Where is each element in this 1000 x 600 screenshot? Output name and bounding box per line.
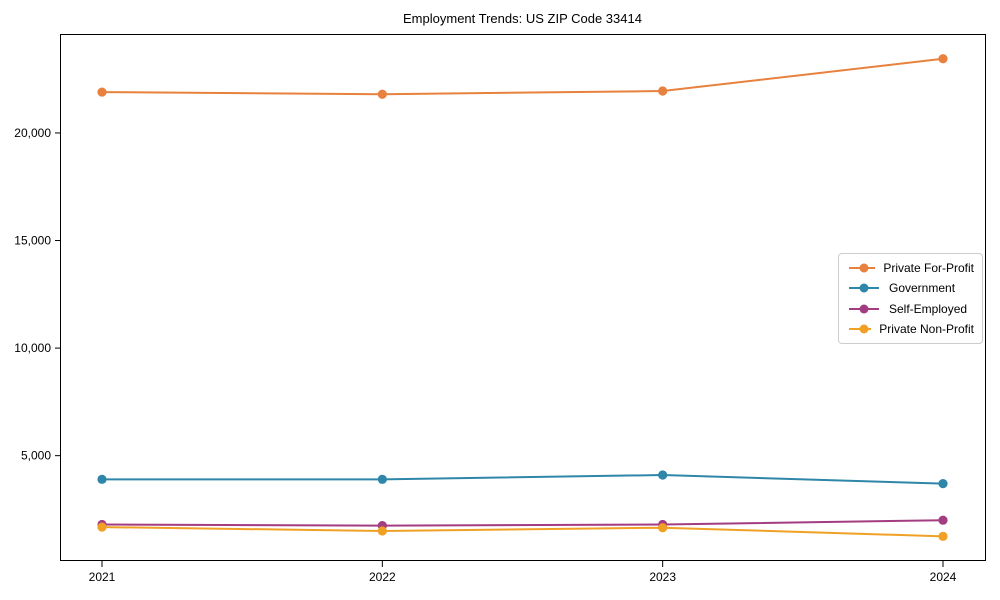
y-tick-label: 20,000 bbox=[14, 126, 51, 140]
y-tick-label: 5,000 bbox=[21, 449, 51, 463]
x-tick-label: 2024 bbox=[930, 570, 957, 584]
plot-border bbox=[60, 34, 986, 561]
y-tick-label: 10,000 bbox=[14, 341, 51, 355]
data-point-government bbox=[658, 470, 668, 480]
legend-marker-private-non-profit bbox=[849, 324, 872, 334]
legend-item-private-non-profit: Private Non-Profit bbox=[847, 320, 974, 338]
data-point-private-non-profit bbox=[97, 522, 107, 532]
series-line-self-employed bbox=[101, 519, 944, 527]
x-tick-label: 2022 bbox=[369, 570, 396, 584]
legend: Private For-Profit Government Self-Employe… bbox=[838, 253, 983, 344]
legend-marker-private-for-profit bbox=[849, 263, 876, 273]
data-point-private-for-profit bbox=[377, 89, 387, 99]
series-line-government bbox=[102, 474, 944, 485]
chart-title: Employment Trends: US ZIP Code 33414 bbox=[403, 11, 642, 26]
data-point-self-employed bbox=[938, 515, 948, 525]
x-tick-label: 2023 bbox=[649, 570, 676, 584]
data-point-government bbox=[97, 474, 107, 484]
legend-marker-self-employed bbox=[849, 304, 879, 314]
data-point-private-non-profit bbox=[938, 531, 948, 541]
series-line-private-for-profit bbox=[101, 57, 944, 96]
legend-label-private-non-profit: Private Non-Profit bbox=[879, 321, 974, 336]
legend-label-government: Government bbox=[889, 281, 956, 296]
y-tick-label: 15,000 bbox=[14, 234, 51, 248]
data-point-private-for-profit bbox=[658, 86, 668, 96]
x-tick-label: 2021 bbox=[89, 570, 116, 584]
legend-item-government: Government bbox=[847, 279, 974, 297]
legend-marker-government bbox=[849, 283, 879, 293]
data-point-private-for-profit bbox=[97, 87, 107, 97]
legend-label-private-for-profit: Private For-Profit bbox=[883, 261, 974, 276]
data-point-government bbox=[938, 479, 948, 489]
series-line-private-non-profit bbox=[101, 526, 944, 538]
legend-item-private-for-profit: Private For-Profit bbox=[847, 259, 974, 277]
data-point-private-non-profit bbox=[377, 526, 387, 536]
data-point-government bbox=[377, 474, 387, 484]
data-point-private-for-profit bbox=[938, 54, 948, 64]
legend-item-self-employed: Self-Employed bbox=[847, 300, 974, 318]
data-point-private-non-profit bbox=[658, 523, 668, 533]
legend-label-self-employed: Self-Employed bbox=[889, 301, 968, 316]
